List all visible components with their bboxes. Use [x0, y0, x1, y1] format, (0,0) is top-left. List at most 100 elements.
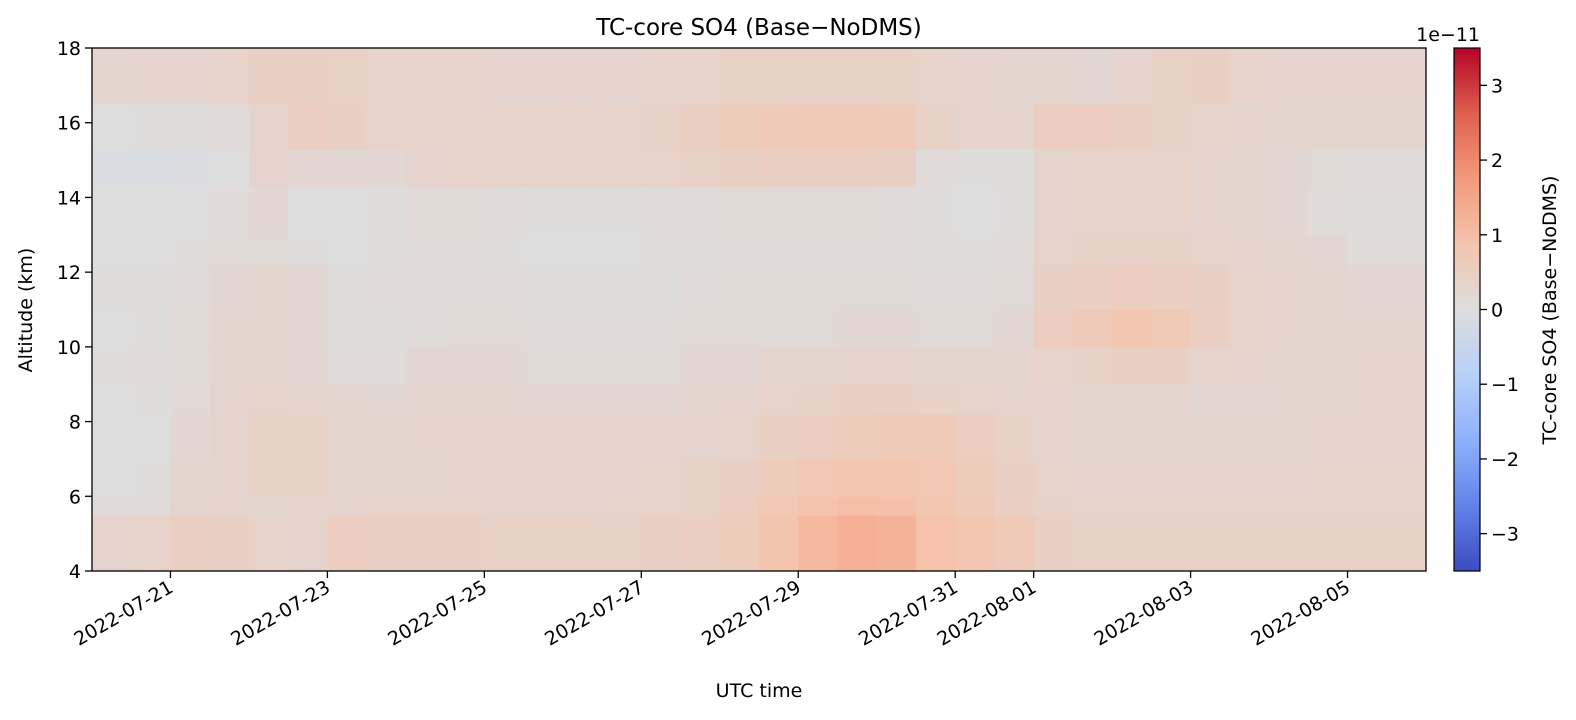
- y-tick-label: 18: [57, 38, 81, 60]
- heatmap-cell: [798, 264, 839, 311]
- heatmap-cell: [366, 384, 407, 415]
- heatmap-cell: [915, 148, 956, 187]
- heatmap-cell: [170, 148, 211, 187]
- heatmap-cell: [602, 186, 642, 236]
- heatmap-cell: [92, 186, 132, 236]
- heatmap-cell: [798, 346, 839, 385]
- y-tick-label: 8: [69, 412, 81, 434]
- heatmap-cell: [209, 186, 250, 236]
- heatmap-cell: [955, 234, 996, 266]
- heatmap-cell: [837, 414, 878, 460]
- heatmap-cell: [288, 514, 329, 571]
- heatmap-cell: [876, 414, 917, 460]
- heatmap-cell: [798, 234, 839, 266]
- heatmap-cell: [327, 309, 368, 348]
- heatmap-cell: [759, 496, 799, 516]
- heatmap-cell: [248, 186, 289, 236]
- heatmap-cell: [209, 234, 250, 266]
- heatmap-cell: [1072, 384, 1113, 415]
- x-tick-label: 2022-08-05: [1247, 576, 1354, 650]
- heatmap-cell: [1308, 48, 1349, 105]
- heatmap-cell: [994, 48, 1035, 105]
- heatmap-cell: [170, 264, 211, 311]
- heatmap-cell: [131, 264, 172, 311]
- heatmap-cell: [1151, 496, 1192, 516]
- x-tick-label: 2022-07-29: [698, 576, 805, 650]
- heatmap-cell: [405, 104, 446, 150]
- heatmap-cell: [915, 186, 956, 236]
- heatmap-cell: [798, 48, 839, 105]
- heatmap-cell: [131, 458, 172, 497]
- heatmap-cell: [837, 234, 878, 266]
- heatmap-cell: [876, 104, 917, 150]
- heatmap-cell: [405, 148, 446, 187]
- heatmap-cell: [955, 148, 996, 187]
- heatmap-cell: [1151, 309, 1192, 348]
- heatmap-cell: [92, 148, 132, 187]
- heatmap-cell: [562, 186, 603, 236]
- heatmap-cell: [759, 514, 799, 571]
- heatmap-cell: [1112, 458, 1152, 497]
- heatmap-cell: [366, 48, 407, 105]
- heatmap-cell: [1190, 234, 1231, 266]
- heatmap-cell: [1190, 384, 1231, 415]
- heatmap-cell: [405, 458, 446, 497]
- heatmap-cell: [445, 186, 485, 236]
- heatmap-cell: [837, 384, 878, 415]
- heatmap-cell: [915, 234, 956, 266]
- heatmap-cell: [1229, 104, 1270, 150]
- heatmap-cell: [798, 458, 839, 497]
- heatmap-cell: [1347, 148, 1388, 187]
- heatmap-cell: [248, 264, 289, 311]
- heatmap-cell: [680, 309, 721, 348]
- heatmap-cell: [1269, 496, 1309, 516]
- heatmap-cell: [288, 234, 329, 266]
- heatmap-cell: [1112, 264, 1152, 311]
- heatmap-cell: [484, 384, 525, 415]
- heatmap-cell: [1229, 186, 1270, 236]
- heatmap-cell: [405, 346, 446, 385]
- heatmap-cell: [955, 309, 996, 348]
- heatmap-cell: [1151, 384, 1192, 415]
- heatmap-cell: [1190, 346, 1231, 385]
- heatmap-cell: [1229, 346, 1270, 385]
- heatmap-cell: [915, 514, 956, 571]
- heatmap-cell: [1190, 414, 1231, 460]
- heatmap-cell: [92, 48, 132, 105]
- x-tick-label: 2022-07-25: [384, 576, 491, 650]
- heatmap-cell: [131, 514, 172, 571]
- heatmap-cell: [1386, 104, 1426, 150]
- heatmap-cell: [876, 48, 917, 105]
- heatmap-cell: [602, 384, 642, 415]
- heatmap-cell: [1386, 414, 1426, 460]
- heatmap-cell: [248, 148, 289, 187]
- colorbar-gradient: [1453, 47, 1481, 572]
- heatmap-cell: [1308, 148, 1349, 187]
- heatmap-cell: [1112, 104, 1152, 150]
- heatmap-cell: [209, 48, 250, 105]
- heatmap-cell: [1347, 346, 1388, 385]
- heatmap-cell: [759, 234, 799, 266]
- heatmap-cell: [248, 458, 289, 497]
- heatmap-cell: [1033, 309, 1074, 348]
- heatmap-cell: [876, 309, 917, 348]
- heatmap-cell: [1269, 309, 1309, 348]
- heatmap-cell: [1033, 148, 1074, 187]
- heatmap-cell: [915, 346, 956, 385]
- heatmap-cell: [641, 48, 682, 105]
- heatmap-cell: [994, 148, 1035, 187]
- heatmap-cell: [1112, 186, 1152, 236]
- heatmap-cell: [1269, 148, 1309, 187]
- heatmap-cell: [837, 346, 878, 385]
- heatmap-cell: [759, 414, 799, 460]
- heatmap-cell: [1308, 346, 1349, 385]
- heatmap-cell: [327, 148, 368, 187]
- heatmap-cell: [955, 48, 996, 105]
- heatmap-cell: [445, 414, 485, 460]
- heatmap-cell: [327, 458, 368, 497]
- heatmap-cell: [131, 346, 172, 385]
- heatmap-cell: [327, 264, 368, 311]
- heatmap-cell: [915, 458, 956, 497]
- heatmap-cell: [876, 496, 917, 516]
